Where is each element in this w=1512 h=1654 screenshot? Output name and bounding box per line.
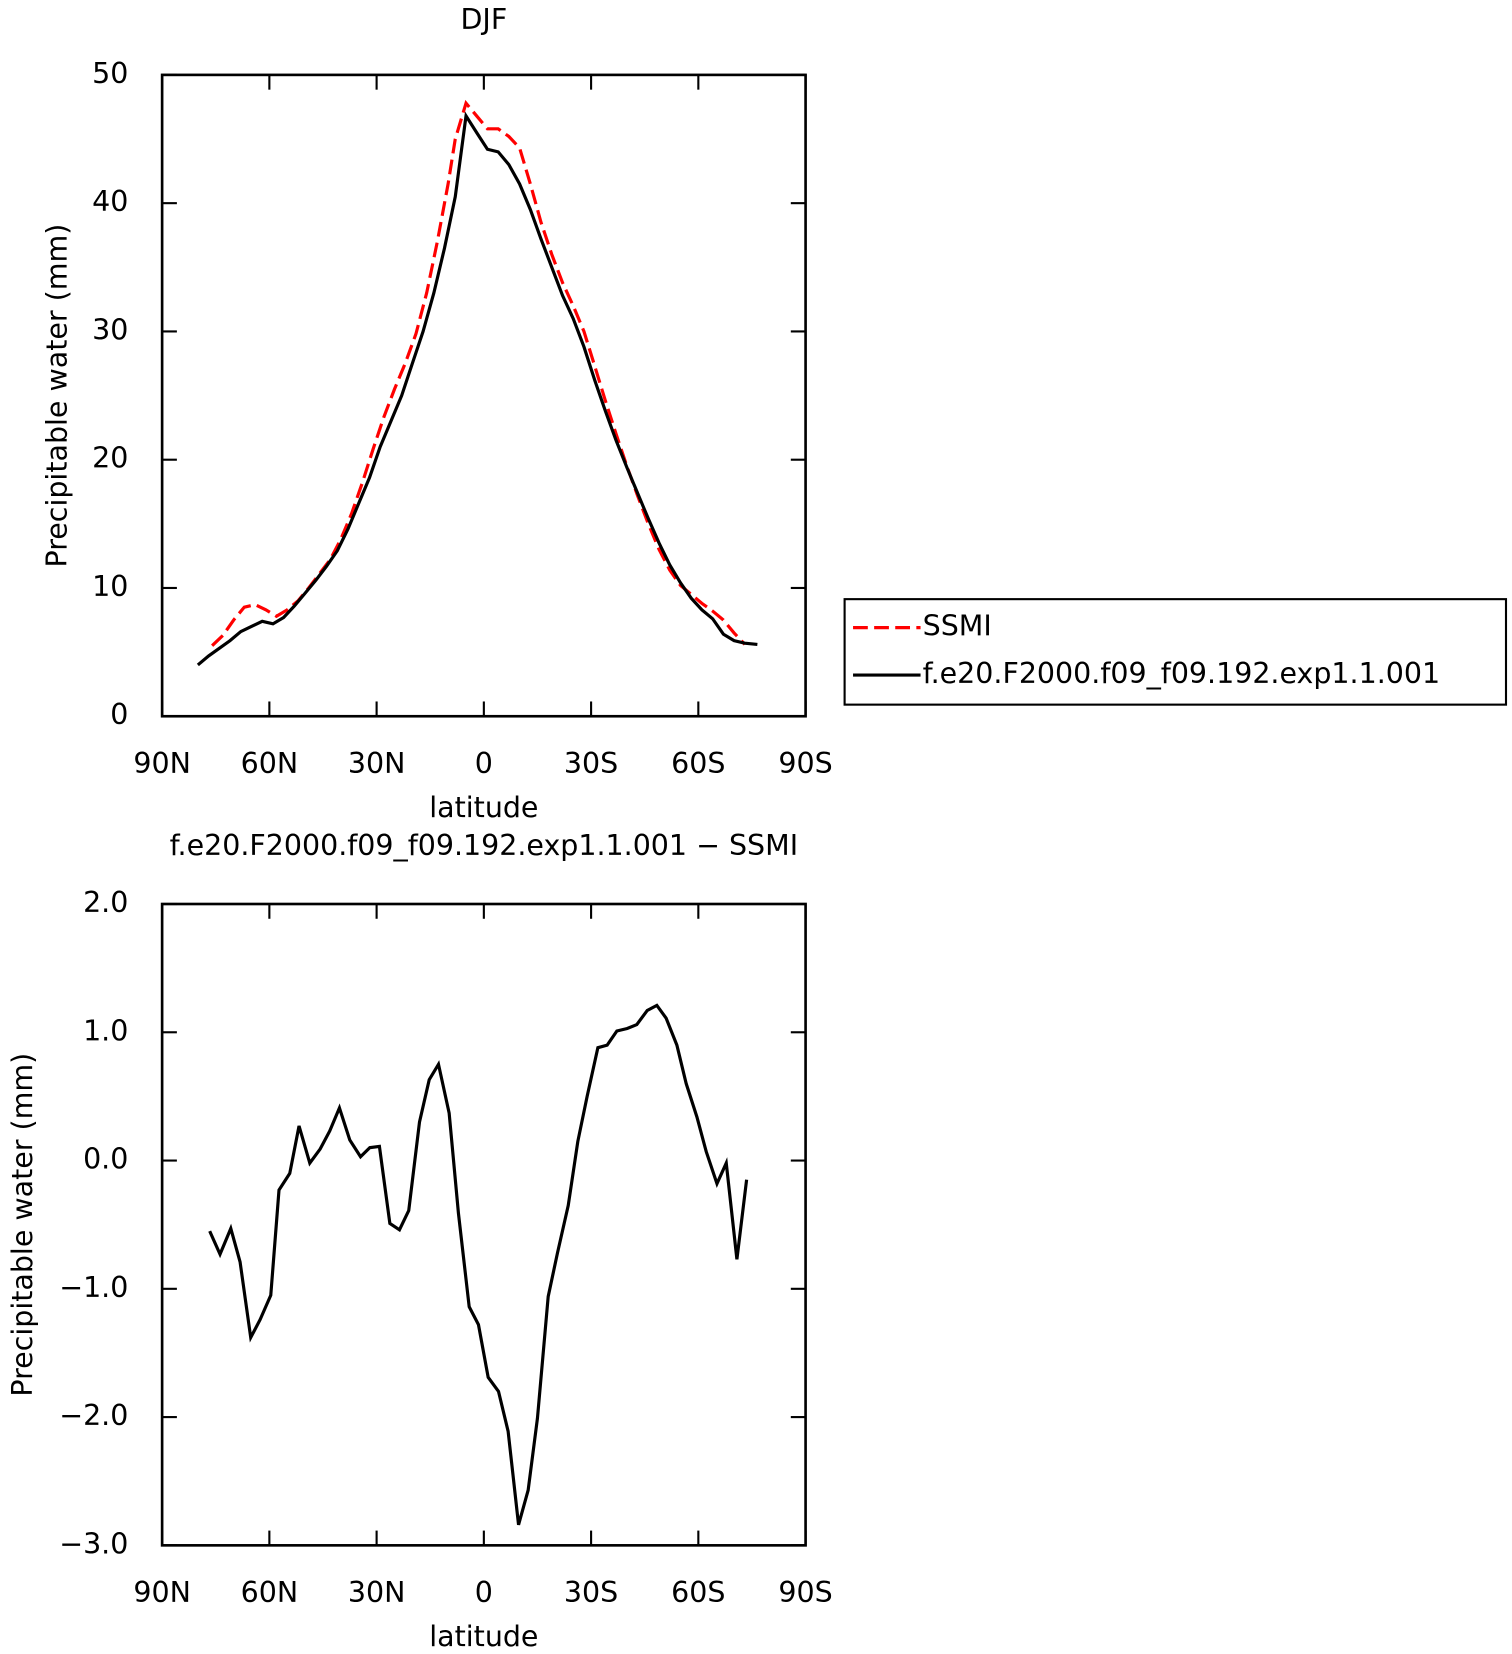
plot-frame <box>160 902 807 1547</box>
x-tick-label: 0 <box>475 747 493 780</box>
y-tick-label: 10 <box>92 570 128 603</box>
x-tick-label: 60S <box>671 747 725 780</box>
x-tick-label: 30S <box>564 1576 618 1609</box>
x-tick-label: 90S <box>778 747 832 780</box>
data-line <box>211 99 746 647</box>
x-tick-label: 0 <box>475 1576 493 1609</box>
y-tick-label: 2.0 <box>83 886 128 919</box>
legend-label: f.e20.F2000.f09_f09.192.exp1.1.001 <box>923 657 1440 690</box>
x-tick-label: 90N <box>133 1576 191 1609</box>
y-axis-label: Precipitable water (mm) <box>6 1053 39 1397</box>
x-tick-label: 60N <box>241 1576 299 1609</box>
y-tick-label: 0 <box>110 698 128 731</box>
x-tick-label: 30S <box>564 747 618 780</box>
y-tick-label: 20 <box>92 442 128 475</box>
y-tick-label: 40 <box>92 185 128 218</box>
y-tick-label: 1.0 <box>83 1014 128 1047</box>
data-line <box>208 1003 749 1526</box>
y-tick-label: −1.0 <box>59 1271 128 1304</box>
x-tick-label: 60S <box>671 1576 725 1609</box>
y-axis-label: Precipitable water (mm) <box>41 224 74 568</box>
x-tick-label: 30N <box>348 1576 406 1609</box>
x-axis-label: latitude <box>429 791 538 824</box>
y-tick-label: −3.0 <box>59 1527 128 1560</box>
y-tick-label: 30 <box>92 313 128 346</box>
legend-label: SSMI <box>923 610 992 643</box>
x-tick-label: 60N <box>241 747 299 780</box>
chart-title: f.e20.F2000.f09_f09.192.exp1.1.001 − SSM… <box>170 829 798 862</box>
data-line <box>196 111 758 667</box>
x-tick-label: 90N <box>133 747 191 780</box>
plot-frame <box>160 73 807 718</box>
x-axis-label: latitude <box>429 1620 538 1653</box>
y-tick-label: 0.0 <box>83 1143 128 1176</box>
chart-title: DJF <box>460 3 507 36</box>
legend-box <box>843 598 1508 706</box>
x-tick-label: 90S <box>778 1576 832 1609</box>
y-tick-label: −2.0 <box>59 1399 128 1432</box>
x-tick-label: 30N <box>348 747 406 780</box>
y-tick-label: 50 <box>92 57 128 90</box>
